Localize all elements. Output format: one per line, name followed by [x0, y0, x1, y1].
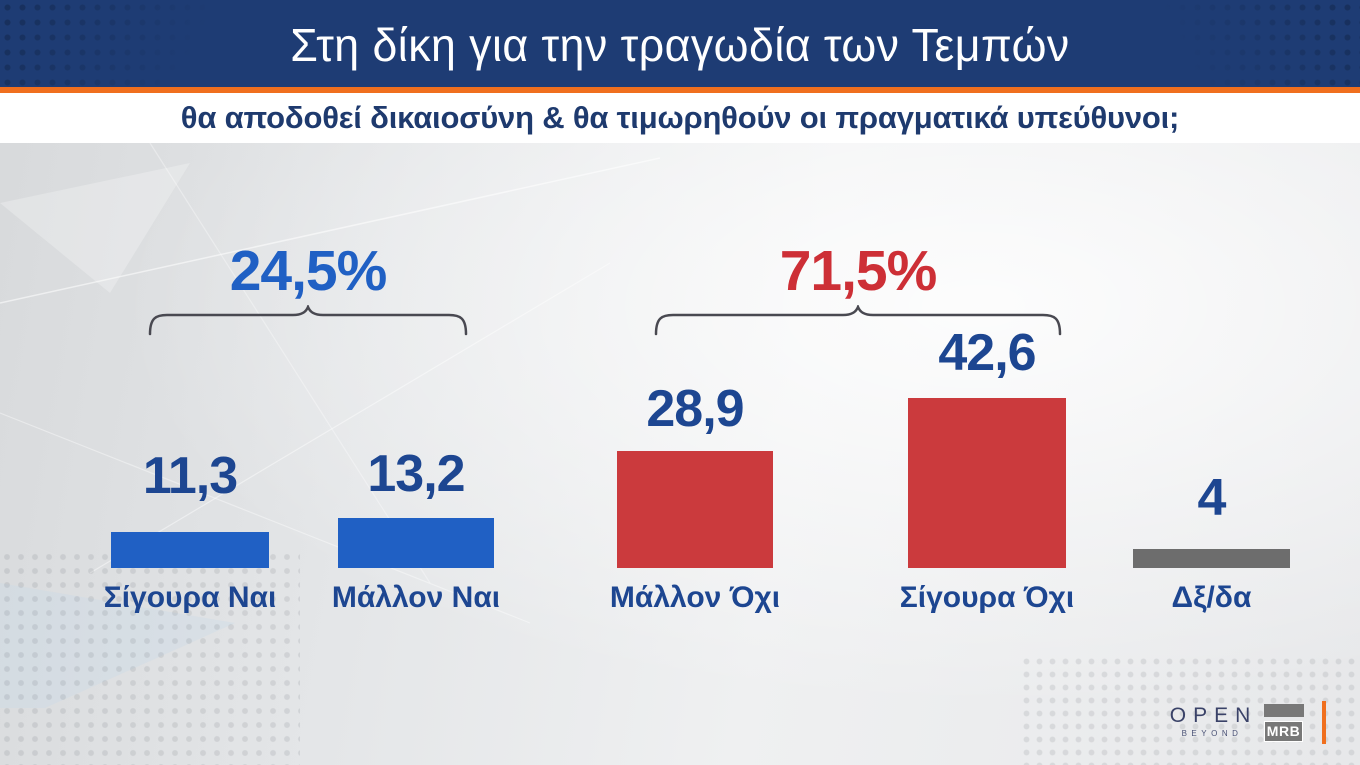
bar-column-sigoura-nai: 11,3 Σίγουρα Ναι [104, 143, 277, 613]
group-no-percentage: 71,5% [779, 239, 938, 303]
open-logo: OPEN BEYOND [1162, 705, 1258, 738]
bar-column-mallon-nai: 13,2 Μάλλον Ναι [332, 143, 500, 613]
category-label: Σίγουρα Όχι [899, 581, 1075, 614]
value-label: 42,6 [938, 324, 1036, 382]
mrb-logo-text: MRB [1264, 721, 1303, 742]
value-label: 28,9 [646, 380, 744, 438]
orange-accent-line [1322, 701, 1326, 744]
bar-column-dkda: 4 Δξ/δα [1133, 143, 1290, 613]
group-yes-percentage: 24,5% [229, 239, 388, 303]
value-label: 13,2 [367, 445, 465, 503]
question-text: θα αποδοθεί δικαιοσύνη & θα τιμωρηθούν ο… [180, 100, 1180, 135]
mrb-logo-top-bar [1264, 704, 1304, 717]
bar [111, 532, 269, 568]
open-logo-text: OPEN [1169, 704, 1258, 727]
group-yes: 24,5% [148, 243, 468, 337]
header-dot-pattern-left [0, 0, 235, 87]
category-label: Δξ/δα [1171, 581, 1252, 614]
header-dot-pattern-right [1145, 0, 1360, 87]
category-label: Σίγουρα Ναι [103, 581, 277, 614]
bar-chart: 24,5% 71,5% 11,3 Σίγουρα Ναι 13,2 Μάλλον… [0, 143, 1360, 765]
header-bar: Στη δίκη για την τραγωδία των Τεμπών [0, 0, 1360, 87]
bar [617, 451, 773, 568]
orange-divider [0, 87, 1360, 93]
open-logo-subtext: BEYOND [1181, 729, 1243, 738]
group-no: 71,5% [654, 243, 1062, 337]
page-title: Στη δίκη για την τραγωδία των Τεμπών [290, 19, 1070, 71]
category-label: Μάλλον Ναι [331, 581, 501, 614]
brace-no-icon [654, 305, 1062, 336]
category-label: Μάλλον Όχι [609, 581, 781, 614]
bar [338, 518, 494, 568]
bar [1133, 549, 1290, 568]
bar [908, 398, 1066, 568]
value-label: 11,3 [142, 447, 238, 505]
bar-column-mallon-ochi: 28,9 Μάλλον Όχι [610, 143, 780, 613]
question-bar: θα αποδοθεί δικαιοσύνη & θα τιμωρηθούν ο… [0, 93, 1360, 143]
brace-yes-icon [148, 305, 468, 336]
bar-column-sigoura-ochi: 42,6 Σίγουρα Όχι [900, 143, 1075, 613]
value-label: 4 [1197, 469, 1227, 527]
mrb-logo: MRB [1264, 704, 1308, 742]
